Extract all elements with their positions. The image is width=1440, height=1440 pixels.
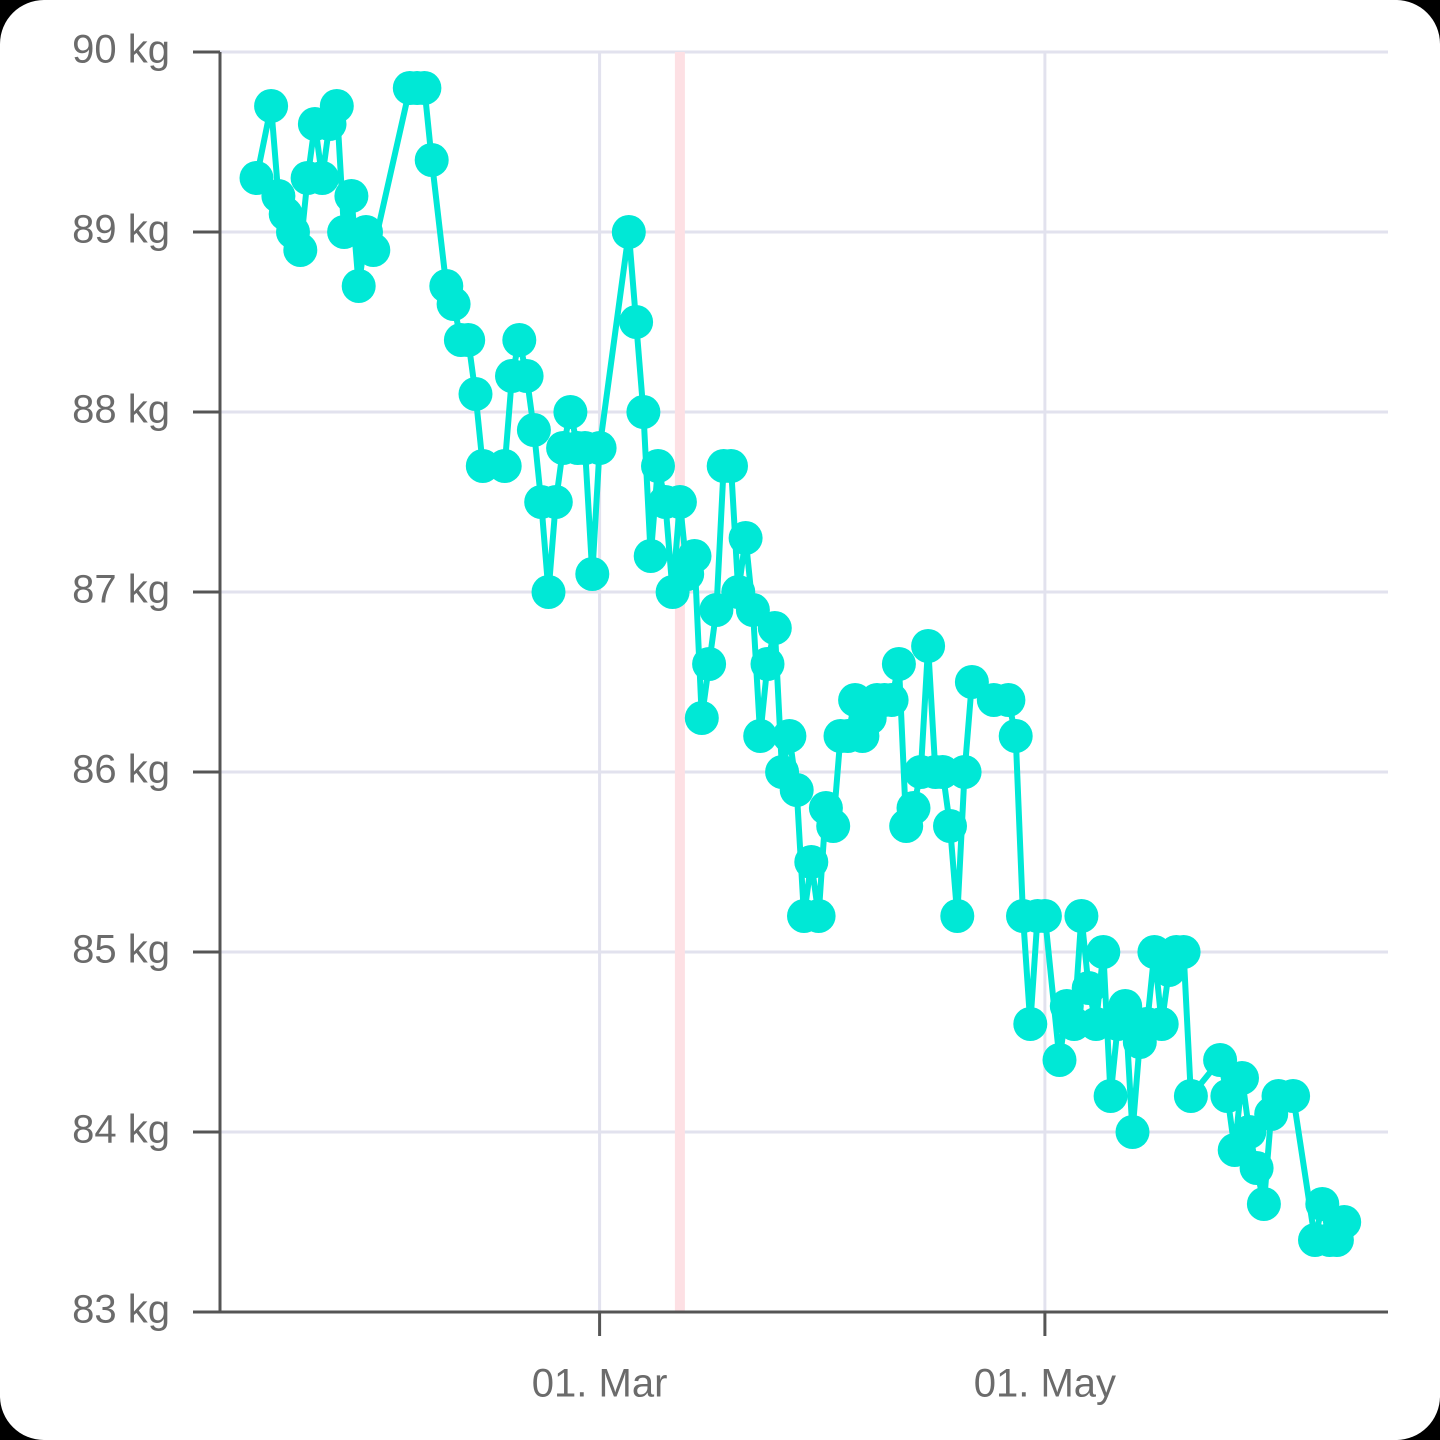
- data-point: [611, 215, 646, 249]
- y-tick-label: 86 kg: [72, 748, 170, 792]
- data-point: [538, 485, 573, 519]
- data-point: [750, 647, 785, 681]
- grid-layer: 83 kg 84 kg 85 kg 86 kg 87 kg 88 kg 89 kg 90 kg…: [72, 28, 1388, 1406]
- data-point: [991, 683, 1026, 717]
- data-point: [575, 557, 610, 591]
- data-point: [896, 791, 931, 825]
- data-point: [1144, 1007, 1179, 1041]
- data-point: [1064, 899, 1099, 933]
- x-tick-label: 01. Mar: [532, 1362, 668, 1406]
- data-point: [1173, 1079, 1208, 1113]
- data-point: [319, 89, 354, 123]
- y-tick-label: 90 kg: [72, 28, 170, 72]
- data-point: [947, 755, 982, 789]
- data-point: [502, 323, 537, 357]
- data-point: [509, 359, 544, 393]
- data-point: [619, 305, 654, 339]
- data-point: [356, 233, 391, 267]
- data-point: [582, 431, 617, 465]
- data-point: [998, 719, 1033, 753]
- data-point: [487, 449, 522, 483]
- data-point: [1166, 935, 1201, 969]
- data-point: [626, 395, 661, 429]
- data-point: [414, 143, 449, 177]
- data-point: [334, 179, 369, 213]
- data-point: [662, 485, 697, 519]
- data-point: [1093, 1079, 1128, 1113]
- data-point: [516, 413, 551, 447]
- data-point: [911, 629, 946, 663]
- data-point: [728, 521, 763, 555]
- data-point: [714, 449, 748, 483]
- data-point: [283, 233, 318, 267]
- data-point: [1239, 1151, 1274, 1185]
- y-tick-label: 85 kg: [72, 928, 170, 972]
- data-point: [641, 449, 675, 483]
- data-point: [1225, 1061, 1259, 1095]
- y-tick-label: 84 kg: [72, 1108, 170, 1152]
- data-point: [305, 161, 340, 195]
- x-tick-label: 01. May: [974, 1362, 1116, 1406]
- y-tick-label: 88 kg: [72, 388, 170, 432]
- data-point: [407, 71, 442, 105]
- data-point: [254, 89, 289, 123]
- data-point: [677, 539, 712, 573]
- data-point: [1246, 1187, 1281, 1221]
- data-point: [757, 611, 792, 645]
- data-point: [801, 899, 836, 933]
- y-tick-label: 87 kg: [72, 568, 170, 612]
- data-point: [1327, 1205, 1362, 1239]
- data-point: [436, 287, 471, 321]
- series-line: [253, 85, 1347, 1243]
- y-tick-label: 89 kg: [72, 208, 170, 252]
- data-point: [458, 377, 493, 411]
- marks-layer: [239, 71, 1362, 1257]
- data-point: [874, 683, 909, 717]
- data-point: [743, 719, 778, 753]
- data-point: [816, 809, 851, 843]
- data-point: [1027, 899, 1062, 933]
- data-point: [633, 539, 668, 573]
- data-point: [531, 575, 566, 609]
- data-point: [940, 899, 975, 933]
- data-point: [692, 647, 727, 681]
- data-point: [1071, 971, 1106, 1005]
- data-point: [553, 395, 588, 429]
- y-tick-label: 83 kg: [72, 1288, 170, 1332]
- data-point: [341, 269, 376, 303]
- data-point: [451, 323, 486, 357]
- data-point: [933, 809, 967, 843]
- data-point: [1115, 1115, 1150, 1149]
- data-point: [1086, 935, 1121, 969]
- data-point: [1042, 1043, 1077, 1077]
- data-point: [1276, 1079, 1311, 1113]
- data-point: [881, 647, 916, 681]
- data-point: [1013, 1007, 1048, 1041]
- data-point: [779, 773, 814, 807]
- data-point: [772, 719, 807, 753]
- data-point: [794, 845, 829, 879]
- data-point: [684, 701, 719, 735]
